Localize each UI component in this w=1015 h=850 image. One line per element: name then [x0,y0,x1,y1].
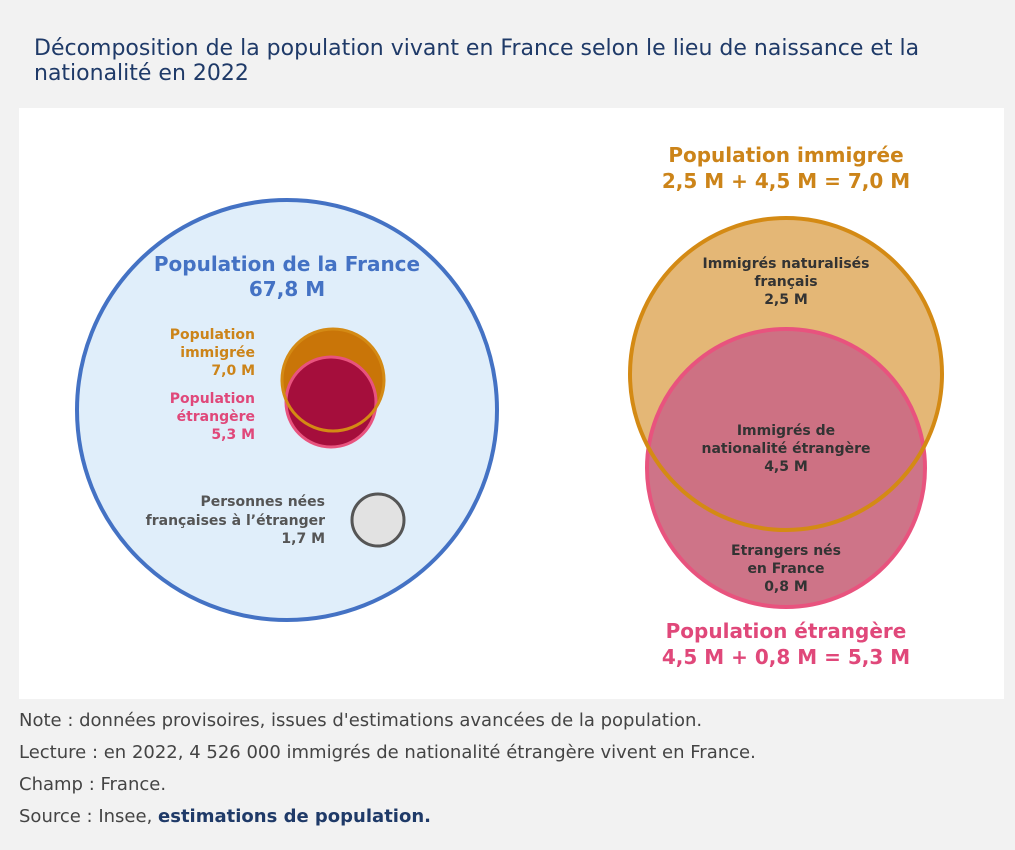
source-link[interactable]: estimations de population. [158,806,431,827]
france-population-title: Population de la France [154,252,420,276]
diagram-panel: Population de la France 67,8 M Populatio… [19,108,1004,699]
svg-text:5,3 M: 5,3 M [211,427,255,443]
chart-title: Décomposition de la population vivant en… [34,36,920,86]
immigree-title: Population immigrée [668,143,903,167]
svg-text:Population: Population [170,391,255,407]
immigree-small-label: Population immigrée 7,0 M [170,327,255,379]
etrangere-formula: 4,5 M + 0,8 M = 5,3 M [662,645,910,669]
note-text: Note : données provisoires, issues d'est… [19,710,703,731]
champ-text: Champ : France. [19,774,167,795]
svg-text:Population: Population [170,327,255,343]
etrangere-title: Population étrangère [666,619,907,643]
immigree-circle-outline [628,216,944,532]
immigree-small-outline [280,327,386,433]
immigree-formula: 2,5 M + 4,5 M = 7,0 M [662,169,910,193]
svg-text:Immigrés naturalisés: Immigrés naturalisés [703,256,870,272]
etrangere-small-circle [284,355,378,449]
svg-text:Personnes nées: Personnes nées [200,494,325,510]
svg-text:2,5 M: 2,5 M [764,292,808,308]
nationalite-etrangere-label: Immigrés de nationalité étrangère 4,5 M [701,423,870,475]
source-line: Source : Insee, estimations de populatio… [19,805,999,837]
svg-text:Etrangers nés: Etrangers nés [731,543,841,559]
svg-text:en France: en France [747,561,824,577]
svg-text:français: français [754,274,817,290]
left-diagram: Population de la France 67,8 M Populatio… [75,198,499,622]
svg-text:4,5 M: 4,5 M [764,459,808,475]
france-population-value: 67,8 M [249,277,325,301]
svg-text:étrangère: étrangère [177,409,255,425]
lecture-text: Lecture : en 2022, 4 526 000 immigrés de… [19,742,756,763]
svg-text:7,0 M: 7,0 M [211,363,255,379]
venn-diagram: Population de la France 67,8 M Populatio… [75,143,944,669]
naturalises-label: Immigrés naturalisés français 2,5 M [703,256,870,308]
source-prefix: Source : Insee, [19,806,159,827]
right-diagram: Population immigrée 2,5 M + 4,5 M = 7,0 … [628,143,944,669]
svg-text:Immigrés de: Immigrés de [737,423,835,439]
svg-text:immigrée: immigrée [180,345,255,361]
svg-text:françaises à l’étranger: françaises à l’étranger [146,513,325,529]
etrangere-circle [645,327,927,609]
svg-text:nationalité étrangère: nationalité étrangère [701,441,870,457]
notes-section: Note : données provisoires, issues d'est… [19,709,999,837]
svg-text:0,8 M: 0,8 M [764,579,808,595]
nees-etranger-circle [350,492,406,548]
nees-etranger-label: Personnes nées françaises à l’étranger 1… [146,494,325,547]
etrangers-nes-label: Etrangers nés en France 0,8 M [731,543,841,595]
etrangere-small-label: Population étrangère 5,3 M [170,391,255,443]
svg-text:1,7 M: 1,7 M [281,531,325,547]
